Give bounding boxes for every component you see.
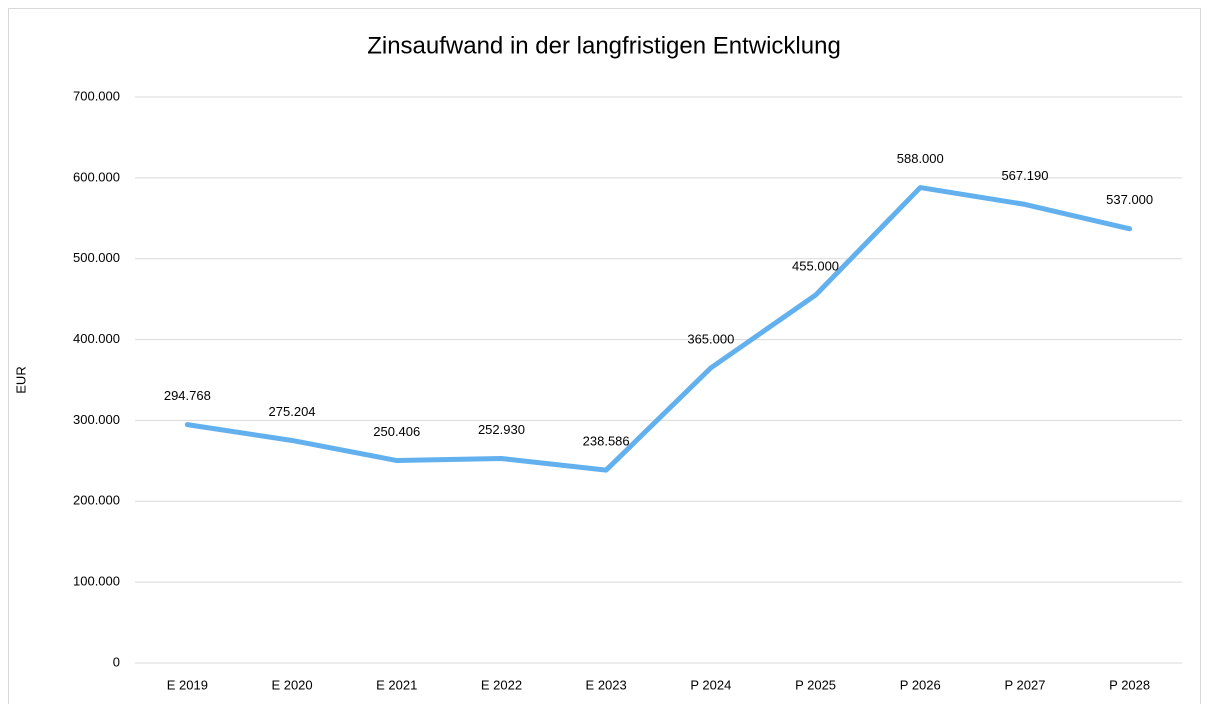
y-tick-label: 700.000 <box>73 88 120 103</box>
data-label: 455.000 <box>792 259 839 274</box>
line <box>184 185 1133 473</box>
x-tick-label: E 2021 <box>376 677 417 692</box>
x-tick-label: E 2019 <box>167 677 208 692</box>
chart-title: Zinsaufwand in der langfristigen Entwick… <box>367 32 841 59</box>
data-label: 365.000 <box>687 331 734 346</box>
data-label: 250.406 <box>373 424 420 439</box>
x-tick-label: P 2024 <box>690 677 731 692</box>
x-tick-label: E 2020 <box>271 677 312 692</box>
x-tick-label: E 2023 <box>586 677 627 692</box>
x-tick-label: P 2025 <box>795 677 836 692</box>
y-tick-label: 200.000 <box>73 493 120 508</box>
y-tick-label: 0 <box>113 654 120 669</box>
data-label: 252.930 <box>478 422 525 437</box>
x-tick-label: P 2027 <box>1004 677 1045 692</box>
data-label: 567.190 <box>1001 168 1048 183</box>
data-label: 537.000 <box>1106 192 1153 207</box>
y-tick-label: 600.000 <box>73 169 120 184</box>
data-label: 275.204 <box>269 404 316 419</box>
y-tick-label: 400.000 <box>73 331 120 346</box>
data-label: 238.586 <box>583 434 630 449</box>
y-axis-label: EUR <box>13 366 28 393</box>
x-tick-label: P 2028 <box>1109 677 1150 692</box>
y-tick-label: 300.000 <box>73 412 120 427</box>
y-tick-label: 500.000 <box>73 250 120 265</box>
y-tick-label: 100.000 <box>73 574 120 589</box>
x-tick-label: E 2022 <box>481 677 522 692</box>
data-label: 588.000 <box>897 151 944 166</box>
data-label: 294.768 <box>164 388 211 403</box>
x-tick-label: P 2026 <box>900 677 941 692</box>
chart-border <box>8 8 1201 704</box>
